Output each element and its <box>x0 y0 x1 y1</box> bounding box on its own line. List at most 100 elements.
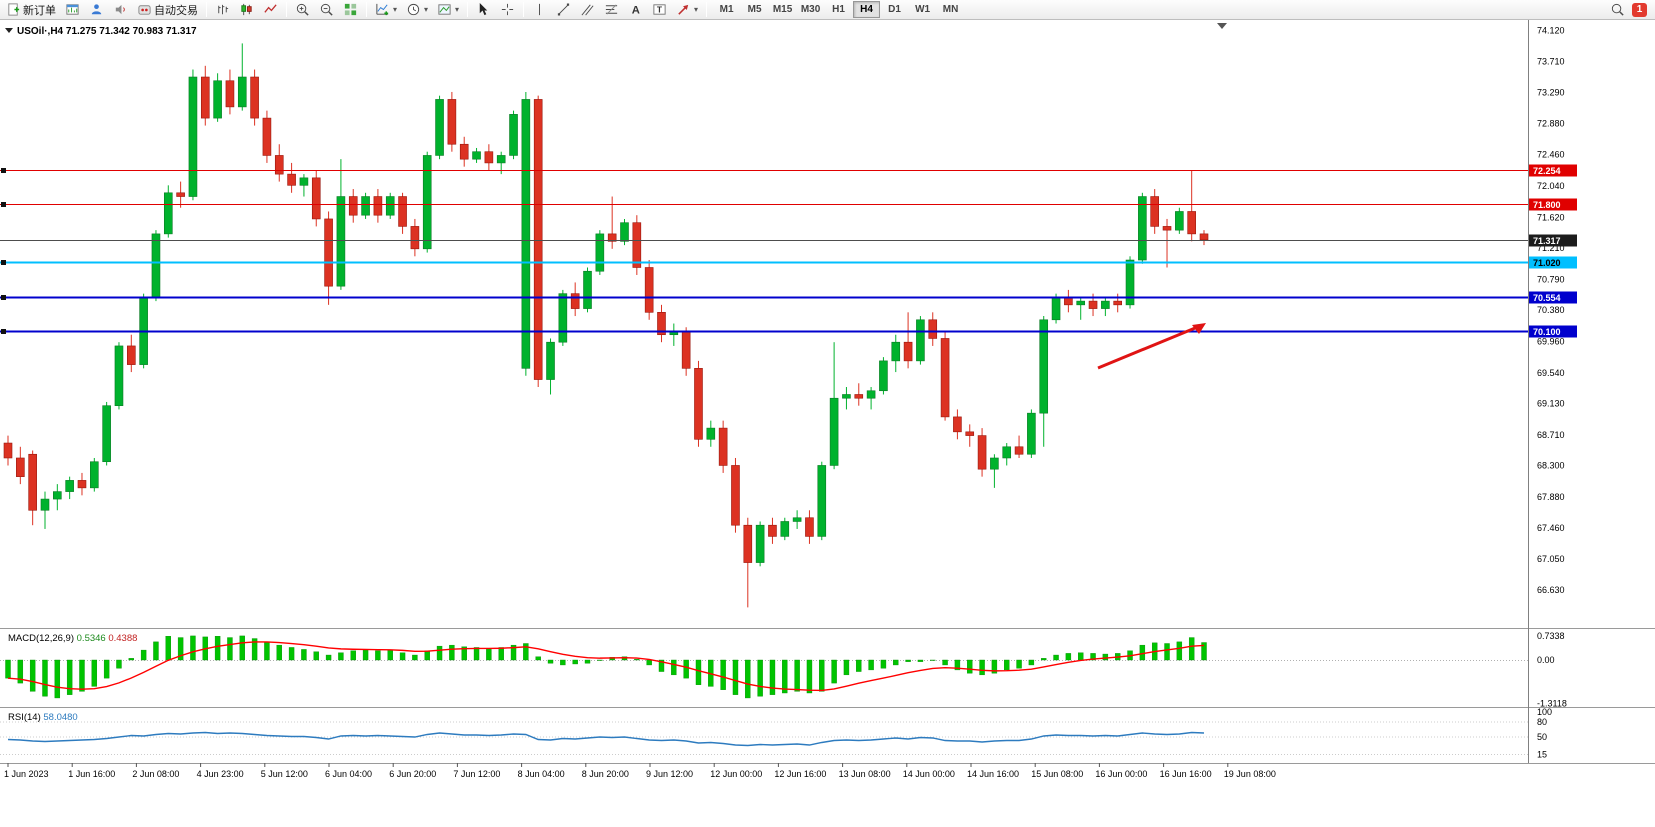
timeframe-m30[interactable]: M30 <box>797 1 824 18</box>
svg-text:12 Jun 16:00: 12 Jun 16:00 <box>774 769 826 779</box>
candlestick-series <box>3 43 1209 608</box>
macd-signal-line <box>7 641 1205 692</box>
svg-text:0.00: 0.00 <box>1537 655 1555 665</box>
price-line-70.554[interactable]: 70.554 <box>0 291 1577 304</box>
svg-text:14 Jun 16:00: 14 Jun 16:00 <box>967 769 1019 779</box>
annotation-arrow[interactable] <box>1097 323 1206 370</box>
svg-text:80: 80 <box>1537 717 1547 727</box>
toolbar-separator <box>523 2 525 17</box>
vertical-line-button[interactable] <box>528 1 551 19</box>
svg-text:2 Jun 08:00: 2 Jun 08:00 <box>132 769 179 779</box>
templates-button[interactable]: ▾ <box>433 1 463 19</box>
chart-window-button[interactable] <box>61 1 84 19</box>
svg-text:72.880: 72.880 <box>1537 118 1565 128</box>
text-button[interactable]: A <box>624 1 647 19</box>
timeframe-m5[interactable]: M5 <box>741 1 768 18</box>
timeframe-m1[interactable]: M1 <box>713 1 740 18</box>
channel-icon <box>581 4 594 16</box>
timeframe-mn[interactable]: MN <box>937 1 964 18</box>
svg-text:6 Jun 20:00: 6 Jun 20:00 <box>389 769 436 779</box>
profiles-button[interactable] <box>85 1 108 19</box>
price-line-71.800[interactable]: 71.800 <box>0 198 1577 211</box>
channel-button[interactable] <box>576 1 599 19</box>
new-order-label: 新订单 <box>23 4 56 17</box>
auto-trading-label: 自动交易 <box>154 4 198 17</box>
price-line-72.254[interactable]: 72.254 <box>0 164 1577 177</box>
svg-text:A: A <box>632 4 640 16</box>
svg-text:15 Jun 08:00: 15 Jun 08:00 <box>1031 769 1083 779</box>
toolbar-separator <box>206 2 207 17</box>
text-icon: A <box>632 4 640 16</box>
text-label-button[interactable]: T <box>648 1 671 19</box>
candlestick-button[interactable] <box>235 1 258 19</box>
svg-text:8 Jun 04:00: 8 Jun 04:00 <box>518 769 565 779</box>
indicators-button[interactable]: ▾ <box>371 1 401 19</box>
svg-text:71.210: 71.210 <box>1537 243 1565 253</box>
svg-text:69.130: 69.130 <box>1537 398 1565 408</box>
price-line-71.020[interactable]: 71.020 <box>0 256 1577 269</box>
bar-chart-button[interactable] <box>211 1 234 19</box>
new-order-button[interactable]: 新订单 <box>2 1 60 19</box>
timeframe-m15[interactable]: M15 <box>769 1 796 18</box>
tile-windows-icon <box>344 3 357 16</box>
svg-text:74.120: 74.120 <box>1537 26 1565 36</box>
indicators-icon <box>376 3 389 16</box>
trendline-icon <box>557 3 570 16</box>
svg-text:14 Jun 00:00: 14 Jun 00:00 <box>903 769 955 779</box>
notification-badge[interactable]: 1 <box>1632 2 1647 17</box>
svg-text:1 Jun 16:00: 1 Jun 16:00 <box>68 769 115 779</box>
svg-text:71.317: 71.317 <box>1533 236 1561 246</box>
svg-text:9 Jun 12:00: 9 Jun 12:00 <box>646 769 693 779</box>
price-line-71.317[interactable]: 71.317 <box>0 234 1577 247</box>
crosshair-button[interactable] <box>496 1 519 19</box>
periods-button[interactable]: ▾ <box>402 1 432 19</box>
arrows-button[interactable]: ▾ <box>672 1 702 19</box>
rsi-line <box>7 731 1205 747</box>
cursor-button[interactable] <box>472 1 495 19</box>
line-chart-button[interactable] <box>259 1 282 19</box>
svg-text:67.460: 67.460 <box>1537 523 1565 533</box>
timeframe-h1[interactable]: H1 <box>825 1 852 18</box>
chart-shift-marker[interactable] <box>1217 23 1227 29</box>
zoom-out-icon <box>320 3 333 16</box>
svg-text:70.100: 70.100 <box>1533 327 1561 337</box>
timeframe-group: M1 M5 M15 M30 H1 H4 D1 W1 MN <box>713 1 964 18</box>
cursor-icon <box>479 2 488 16</box>
template-icon <box>438 4 451 15</box>
toolbar-separator <box>366 2 367 17</box>
fibonacci-button[interactable] <box>600 1 623 19</box>
svg-text:67.050: 67.050 <box>1537 554 1565 564</box>
svg-text:12 Jun 00:00: 12 Jun 00:00 <box>710 769 762 779</box>
timeframe-h4[interactable]: H4 <box>853 1 881 18</box>
price-line-70.100[interactable]: 70.100 <box>0 325 1577 338</box>
zoom-in-button[interactable] <box>291 1 314 19</box>
new-order-icon <box>8 3 20 16</box>
rsi-label: RSI(14) 58.0480 <box>8 712 78 723</box>
toolbar-separator <box>467 2 469 17</box>
alerts-button[interactable] <box>109 1 132 19</box>
svg-text:72.460: 72.460 <box>1537 150 1565 160</box>
line-chart-icon <box>264 4 277 13</box>
zoom-out-button[interactable] <box>315 1 338 19</box>
timeframe-w1[interactable]: W1 <box>909 1 936 18</box>
auto-trading-button[interactable]: 自动交易 <box>133 1 202 19</box>
chevron-down-icon: ▾ <box>455 5 460 14</box>
symbol-dropdown-icon[interactable] <box>5 28 13 33</box>
timeframe-d1[interactable]: D1 <box>881 1 908 18</box>
tile-windows-button[interactable] <box>339 1 362 19</box>
crosshair-icon <box>501 3 514 16</box>
price-axis: 74.120 73.710 73.290 72.880 72.460 72.040 71.6… <box>1537 26 1565 596</box>
search-button[interactable] <box>1606 1 1629 19</box>
chart-canvas[interactable]: 74.120 73.710 73.290 72.880 72.460 72.040 71.6… <box>0 20 1655 827</box>
symbol-info-label: USOil·,H4 71.275 71.342 70.983 71.317 <box>17 26 197 37</box>
time-axis: 1 Jun 2023 1 Jun 16:00 2 Jun 08:00 4 Jun 23… <box>4 763 1276 779</box>
svg-text:70.554: 70.554 <box>1533 293 1561 303</box>
svg-text:5 Jun 12:00: 5 Jun 12:00 <box>261 769 308 779</box>
trendline-button[interactable] <box>552 1 575 19</box>
svg-text:71.620: 71.620 <box>1537 212 1565 222</box>
svg-text:73.710: 73.710 <box>1537 56 1565 66</box>
macd-label: MACD(12,26,9) 0.5346 0.4388 <box>8 633 137 644</box>
search-icon <box>1611 3 1624 16</box>
zoom-in-icon <box>296 3 309 16</box>
